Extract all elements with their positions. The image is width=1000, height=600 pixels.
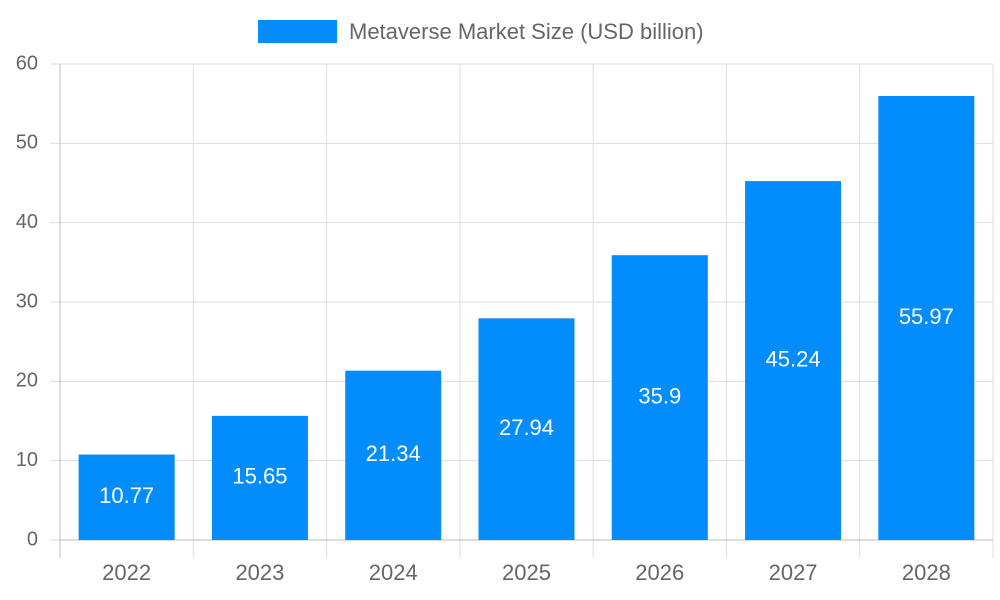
bar xyxy=(78,454,175,540)
bar xyxy=(345,370,442,540)
legend-swatch xyxy=(258,20,337,43)
bar xyxy=(611,255,708,540)
y-tick-label: 30 xyxy=(16,290,38,312)
y-tick-label: 0 xyxy=(27,528,38,550)
legend-label: Metaverse Market Size (USD billion) xyxy=(349,19,704,44)
bar xyxy=(478,318,575,540)
y-tick-label: 50 xyxy=(16,132,38,154)
y-tick-label: 60 xyxy=(16,52,38,74)
x-tick-label: 2027 xyxy=(769,560,818,585)
x-tick-label: 2024 xyxy=(369,560,418,585)
data-label: 21.34 xyxy=(366,441,421,466)
bar xyxy=(745,181,842,540)
bar xyxy=(211,415,308,540)
data-label: 27.94 xyxy=(499,415,554,440)
data-label: 10.77 xyxy=(99,483,154,508)
x-tick-label: 2022 xyxy=(102,560,151,585)
x-tick-label: 2025 xyxy=(502,560,551,585)
data-label: 55.97 xyxy=(899,304,954,329)
y-tick-label: 10 xyxy=(16,449,38,471)
x-tick-label: 2023 xyxy=(235,560,284,585)
x-tick-label: 2028 xyxy=(902,560,951,585)
x-tick-label: 2026 xyxy=(635,560,684,585)
y-tick-label: 40 xyxy=(16,211,38,233)
data-label: 45.24 xyxy=(766,346,821,371)
y-tick-label: 20 xyxy=(16,370,38,392)
bar xyxy=(878,95,975,540)
data-label: 35.9 xyxy=(638,383,681,408)
data-label: 15.65 xyxy=(232,464,287,489)
